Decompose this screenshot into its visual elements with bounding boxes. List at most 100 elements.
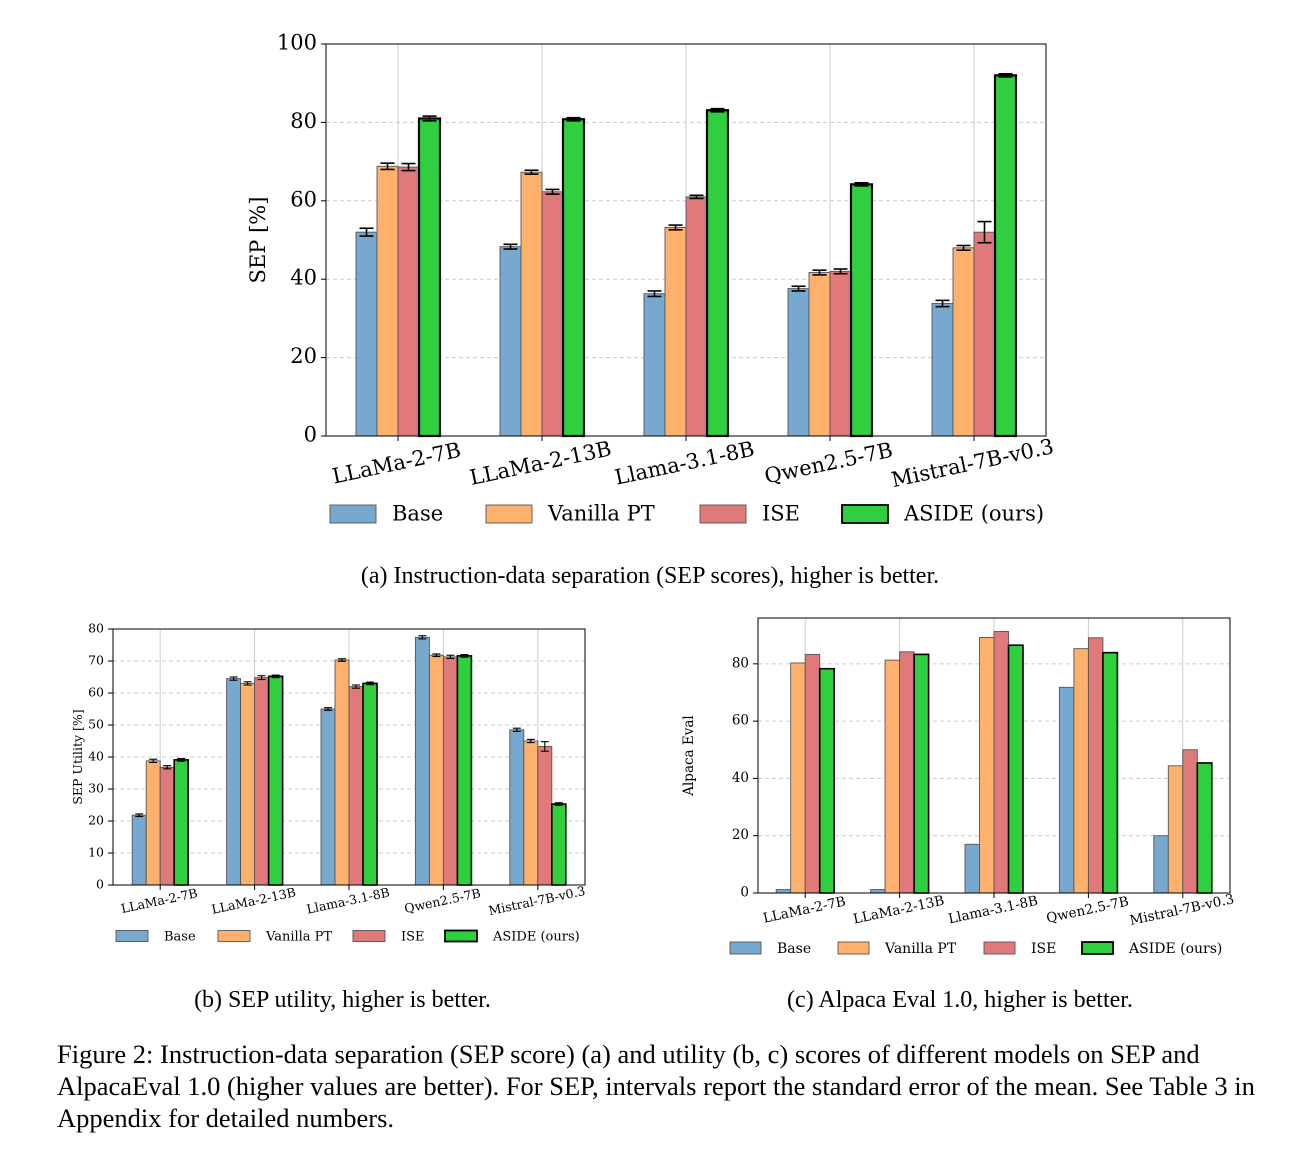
bar [1196,762,1213,894]
legend-label: ISE [1031,941,1056,957]
legend-label: Base [164,930,196,945]
bar [973,231,996,437]
x-tick-label: Mistral-7B-v0.3 [889,434,1056,492]
y-tick-label: 40 [732,770,749,786]
x-tick-label: Mistral-7B-v0.3 [487,883,586,918]
chart-alpaca-eval: 0 20 40 60 80 LLaMa-2-7B LLaMa-2-13B Llama-3.1-… [681,617,1236,957]
legend-swatch [115,930,149,942]
y-tick-label: 60 [732,713,749,729]
bar [804,653,821,894]
bar [509,729,525,886]
bar [829,270,852,437]
bar [348,686,364,886]
bar [1153,835,1169,894]
bar [334,659,350,886]
bar [808,272,831,437]
bar [414,636,430,886]
bar [145,760,161,886]
bar [428,654,444,886]
x-tick-label: Qwen2.5-7B [762,438,895,489]
bar [173,759,189,886]
legend-swatch [841,504,889,524]
x-tick-label: LLaMa-2-7B [120,885,199,916]
legend-label: Vanilla PT [265,930,332,945]
bar [541,191,564,437]
chart-sep-score: 0 20 40 60 80 100 LLaMa-2-7B LLaMa-2-13B Llama-3… [246,31,1056,526]
x-tick-label: LLaMa-2-7B [762,894,848,927]
bar [520,171,543,437]
legend-label: ISE [762,502,800,526]
y-tick-label: 60 [88,685,104,700]
bar [705,109,730,438]
legend-label: ASIDE (ours) [903,502,1044,526]
bar [523,740,539,886]
y-tick-label: 70 [88,653,104,668]
x-tick-label: Llama-3.1-8B [947,893,1040,928]
legend-label: Base [777,941,811,957]
legend-swatch [837,941,870,955]
chart-sep-utility: 0 10 20 30 40 50 60 70 80 LLaMa-2-7B LLaMa-2-13B Ll… [70,621,587,945]
bar [787,288,810,437]
x-tick-label: Llama-3.1-8B [305,884,391,916]
bar [884,659,901,894]
x-tick-label: Llama-3.1-8B [613,437,757,490]
y-tick-label: 20 [88,813,104,828]
bar [456,655,473,886]
bar [1058,686,1075,894]
legend-label: ASIDE (ours) [492,930,580,945]
bar [664,227,687,437]
bar [685,196,708,437]
bar [417,117,442,438]
x-tick-label: Qwen2.5-7B [1045,894,1130,927]
bar [1167,765,1184,894]
x-tick-label: LLaMa-2-7B [330,438,463,489]
bar [561,118,586,438]
legend-swatch [485,504,533,524]
y-tick-label: 40 [290,266,317,290]
x-tick-label: LLaMa-2-13B [210,884,297,917]
bar [1102,651,1119,894]
x-tick-label: LLaMa-2-13B [468,436,614,489]
bar [979,637,995,894]
y-axis-label: Alpaca Eval [681,715,697,797]
bar [643,293,666,437]
y-tick-label: 60 [290,187,317,211]
y-tick-label: 50 [88,717,104,732]
legend-swatch [729,941,762,955]
y-tick-label: 20 [290,344,317,368]
bar [267,675,284,886]
legend-swatch [983,941,1016,955]
legend-label: Base [392,502,443,526]
y-tick-label: 0 [740,885,749,901]
bar [1007,644,1024,894]
bar [993,631,1009,894]
y-tick-label: 80 [290,109,317,133]
y-tick-label: 100 [277,31,317,55]
legend-swatch [217,930,251,942]
bar [254,677,270,886]
y-tick-label: 0 [96,877,104,892]
bar [1182,749,1198,894]
bar [790,662,806,894]
bar [355,231,378,437]
legend-label: Vanilla PT [884,941,957,957]
legend-swatch [1081,941,1114,955]
y-tick-label: 10 [88,845,104,860]
bar [899,651,915,894]
bar [442,656,458,886]
bar [226,678,242,886]
bar [397,166,420,437]
legend-label: ISE [401,930,425,945]
y-tick-label: 80 [88,621,104,636]
legend-swatch [444,929,478,943]
caption-b: (b) SEP utility, higher is better. [194,987,491,1013]
caption-a: (a) Instruction-data separation (SEP sco… [360,563,940,589]
bar [849,183,874,438]
x-tick-label: LLaMa-2-13B [852,893,946,928]
y-tick-label: 0 [304,423,317,447]
bar [870,889,886,894]
bar [993,74,1018,438]
bar [376,165,399,437]
y-tick-label: 20 [732,827,749,843]
legend-swatch [329,504,377,524]
